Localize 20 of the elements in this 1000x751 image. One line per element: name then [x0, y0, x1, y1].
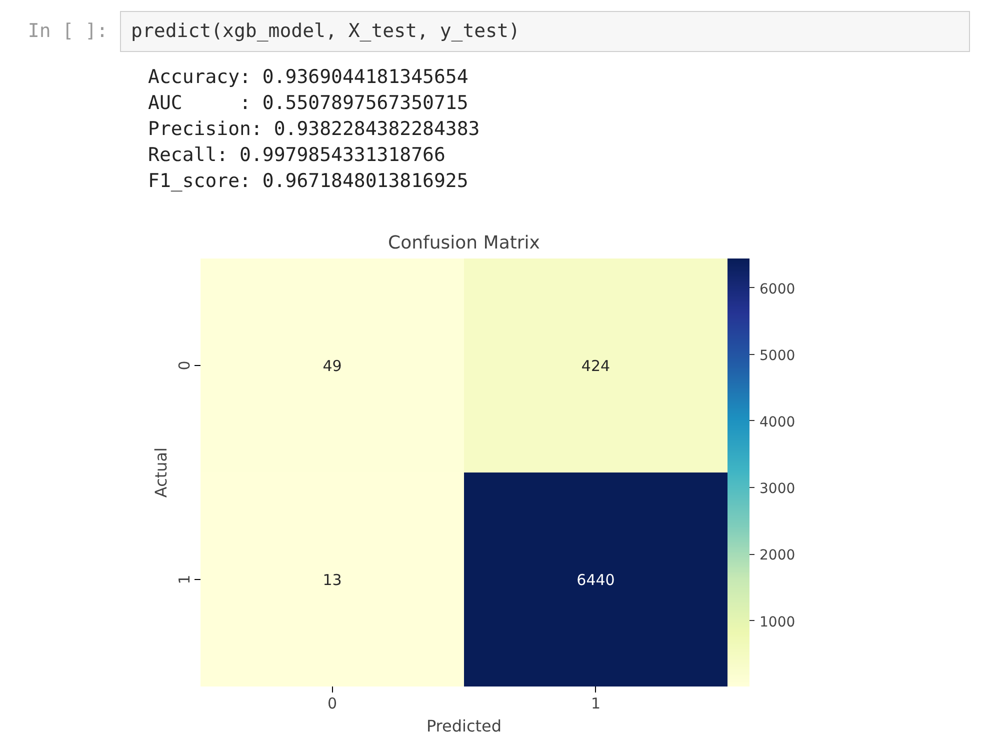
data-label: 424 — [581, 357, 610, 375]
data-label: 6440 — [576, 571, 615, 589]
text: Accuracy: 0.9369044181345654 — [148, 66, 468, 88]
text: Precision: 0.9382284382284383 — [148, 118, 480, 140]
color-bar-label: 6000 — [760, 281, 796, 298]
color-bar-label: 2000 — [760, 548, 796, 564]
y-axis-title: Actual — [152, 447, 170, 498]
x-axis-title: Predicted — [426, 716, 502, 736]
text: AUC : 0.5507897567350715 — [148, 92, 468, 114]
text: predict(xgb_model, X_test, y_test) — [120, 11, 970, 52]
color-bar-label: 5000 — [760, 348, 796, 364]
color-bar-label: 3000 — [760, 481, 796, 498]
text: F1_score: 0.9671848013816925 — [148, 170, 468, 192]
text: In [ ]: — [26, 19, 109, 44]
data-label: 49 — [322, 357, 342, 375]
color-bar-label: 4000 — [760, 414, 796, 430]
color-bar-label: 1000 — [760, 614, 796, 630]
data-label: 13 — [322, 571, 342, 589]
text: Recall: 0.9979854331318766 — [148, 144, 446, 166]
chart-title: Confusion Matrix — [388, 232, 540, 254]
